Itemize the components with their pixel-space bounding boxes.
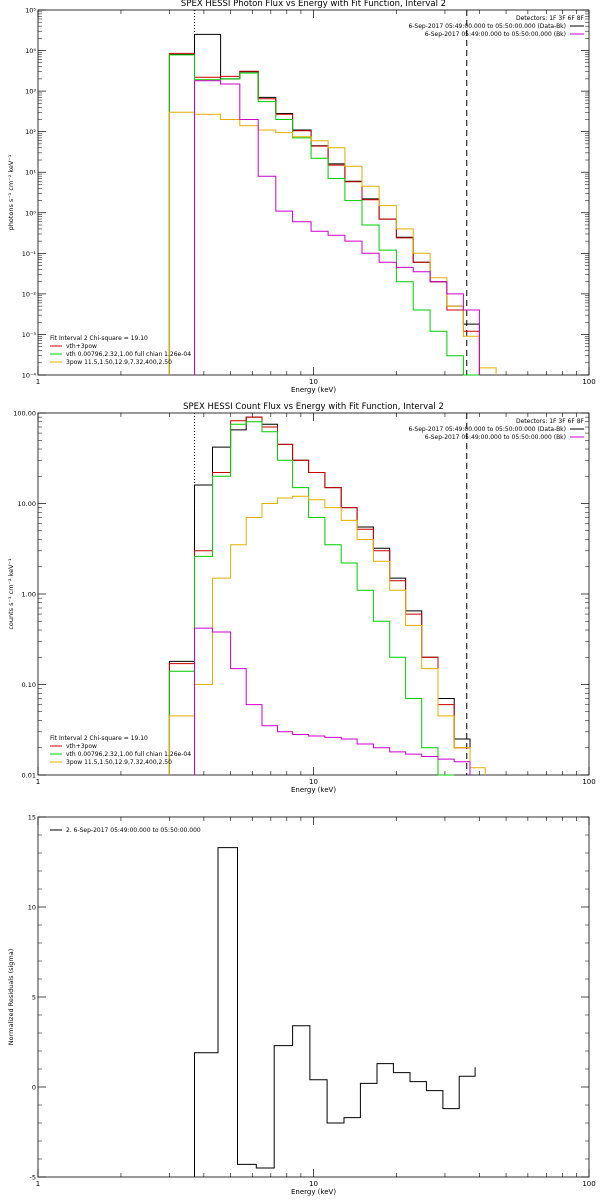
series-line-4 <box>194 627 471 775</box>
legend: 2. 6-Sep-2017 05:49:00.000 to 05:50:00.0… <box>50 827 201 834</box>
x-tick-label: 100 <box>582 378 595 386</box>
legend-title: Detectors: 1F 3F 6F 8F <box>516 15 585 22</box>
chart-title: SPEX HESSI Photon Flux vs Energy with Fi… <box>181 0 446 9</box>
x-tick-label: 10 <box>309 778 318 786</box>
legend-label: vth 0.00796,2.32,1.00 full chian 1.26e-0… <box>66 751 191 758</box>
y-axis-label: counts s⁻¹ cm⁻² keV⁻¹ <box>7 558 15 630</box>
y-tick-label: 100.00 <box>13 410 36 418</box>
y-tick-label: 15 <box>28 814 36 822</box>
x-tick-label: 10 <box>309 378 318 386</box>
x-axis-label: Energy (keV) <box>291 386 336 394</box>
y-tick-label: 10¹ <box>25 169 36 177</box>
y-tick-label: 0 <box>32 1084 36 1092</box>
x-axis-label: Energy (keV) <box>291 1188 336 1196</box>
x-tick-label: 10 <box>309 1180 318 1188</box>
x-tick-label: 1 <box>36 378 40 386</box>
y-tick-label: 1.00 <box>22 591 36 599</box>
y-tick-label: 10⁻⁴ <box>22 372 37 380</box>
y-tick-label: 10² <box>25 128 36 136</box>
x-tick-label: 1 <box>36 1180 40 1188</box>
series-line-3 <box>168 495 486 775</box>
chart-panel-1: SPEX HESSI Photon Flux vs Energy with Fi… <box>7 0 596 394</box>
legend-label: 3pow 11.5,1.50,12.9,7.32,400,2.50 <box>66 759 172 766</box>
y-axis-label: photons s⁻¹ cm⁻² keV⁻¹ <box>7 154 15 230</box>
plot-frame <box>37 9 590 376</box>
legend-bottom-left: Fit Interval 2 Chi-square = 19.10vth+3po… <box>50 735 191 766</box>
y-tick-label: 10⁵ <box>25 7 36 15</box>
plot-frame <box>37 816 590 1178</box>
series-line-2 <box>168 421 455 776</box>
plot-frame <box>37 412 590 776</box>
legend-label: 6-Sep-2017 05:49:00.000 to 05:50:00.000 … <box>408 23 566 30</box>
series-line-0 <box>194 847 476 1177</box>
y-tick-label: -5 <box>30 1174 36 1182</box>
x-tick-label: 100 <box>582 1180 595 1188</box>
chart-panel-2: SPEX HESSI Count Flux vs Energy with Fit… <box>7 402 596 794</box>
chart-panel-3: 1 10 100 Energy (keV) -5 0 5 10 15 Normalized Res… <box>7 814 596 1197</box>
x-tick-label: 1 <box>36 778 40 786</box>
legend-top-right: Detectors: 1F 3F 6F 8F6-Sep-2017 05:49:0… <box>408 418 584 441</box>
legend-bottom-left: Fit Interval 2 Chi-square = 19.10vth+3po… <box>50 335 191 366</box>
series-line-1 <box>168 52 480 375</box>
y-tick-label: 10⁴ <box>25 47 36 55</box>
x-tick-label: 100 <box>582 778 595 786</box>
legend-label: 6-Sep-2017 05:49:00.000 to 05:50:00.000 … <box>425 31 566 38</box>
legend-title: Detectors: 1F 3F 6F 8F <box>516 418 585 425</box>
x-axis-label: Energy (keV) <box>291 786 336 794</box>
legend-title: Fit Interval 2 Chi-square = 19.10 <box>50 735 148 742</box>
y-tick-label: 5 <box>32 994 36 1002</box>
series-line-1 <box>168 416 471 775</box>
legend-label: 2. 6-Sep-2017 05:49:00.000 to 05:50:00.0… <box>66 827 201 834</box>
chart-title: SPEX HESSI Count Flux vs Energy with Fit… <box>183 402 444 412</box>
legend-label: vth+3pow <box>66 743 97 750</box>
series-line-2 <box>168 54 480 376</box>
y-tick-label: 10⁻¹ <box>22 250 37 258</box>
series-line-3 <box>168 111 497 375</box>
legend-label: 6-Sep-2017 05:49:00.000 to 05:50:00.000 … <box>425 434 566 441</box>
y-tick-label: 0.10 <box>22 681 36 689</box>
legend-label: 3pow 11.5,1.50,12.9,7.32,400,2.50 <box>66 359 172 366</box>
y-tick-label: 10.00 <box>17 500 36 508</box>
y-axis-label: Normalized Residuals (sigma) <box>7 949 15 1046</box>
y-tick-label: 10 <box>28 904 36 912</box>
series-line-0 <box>168 416 471 775</box>
series-line-0 <box>168 33 480 375</box>
legend-label: vth 0.00796,2.32,1.00 full chian 1.26e-0… <box>66 351 191 358</box>
y-tick-label: 0.01 <box>22 772 36 780</box>
legend-title: Fit Interval 2 Chi-square = 19.10 <box>50 335 148 342</box>
y-tick-label: 10³ <box>25 88 36 96</box>
y-tick-label: 10⁻³ <box>22 331 37 339</box>
legend-top-right: Detectors: 1F 3F 6F 8F6-Sep-2017 05:49:0… <box>408 15 584 38</box>
series-line-4 <box>194 80 480 375</box>
y-tick-label: 10⁰ <box>25 209 36 217</box>
legend-label: 6-Sep-2017 05:49:00.000 to 05:50:00.000 … <box>408 426 566 433</box>
legend-label: vth+3pow <box>66 343 97 350</box>
y-tick-label: 10⁻² <box>22 290 37 298</box>
